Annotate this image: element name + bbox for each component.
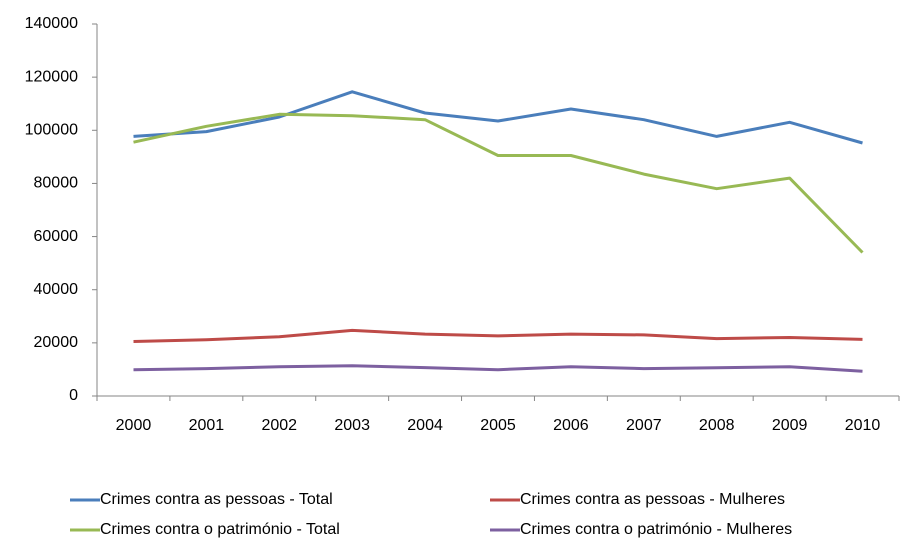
- series-line: [133, 90, 863, 145]
- x-tick-label: 2002: [261, 417, 297, 434]
- y-tick-label: 80000: [34, 175, 79, 192]
- y-tick-label: 60000: [34, 228, 79, 245]
- y-tick-label: 140000: [25, 15, 78, 32]
- x-tick-label: 2008: [699, 417, 735, 434]
- x-tick-label: 2000: [116, 417, 152, 434]
- legend-label: Crimes contra as pessoas - Mulheres: [520, 491, 785, 508]
- x-tick-label: 2010: [845, 417, 881, 434]
- legend-label: Crimes contra as pessoas - Total: [100, 491, 333, 508]
- x-tick-label: 2005: [480, 417, 516, 434]
- x-tick-label: 2001: [189, 417, 225, 434]
- y-tick-label: 20000: [34, 334, 79, 351]
- x-tick-label: 2006: [553, 417, 589, 434]
- x-tick-label: 2003: [334, 417, 370, 434]
- y-tick-label: 0: [69, 387, 78, 404]
- x-tick-label: 2007: [626, 417, 662, 434]
- y-tick-label: 100000: [25, 122, 78, 139]
- x-tick-label: 2009: [772, 417, 808, 434]
- series-line: [133, 328, 863, 343]
- series-line: [133, 112, 864, 254]
- y-tick-label: 40000: [34, 281, 79, 298]
- legend-label: Crimes contra o património - Total: [100, 521, 340, 538]
- legend-label: Crimes contra o património - Mulheres: [520, 521, 792, 538]
- series-line: [133, 364, 863, 373]
- y-tick-label: 120000: [25, 68, 78, 85]
- x-tick-label: 2004: [407, 417, 443, 434]
